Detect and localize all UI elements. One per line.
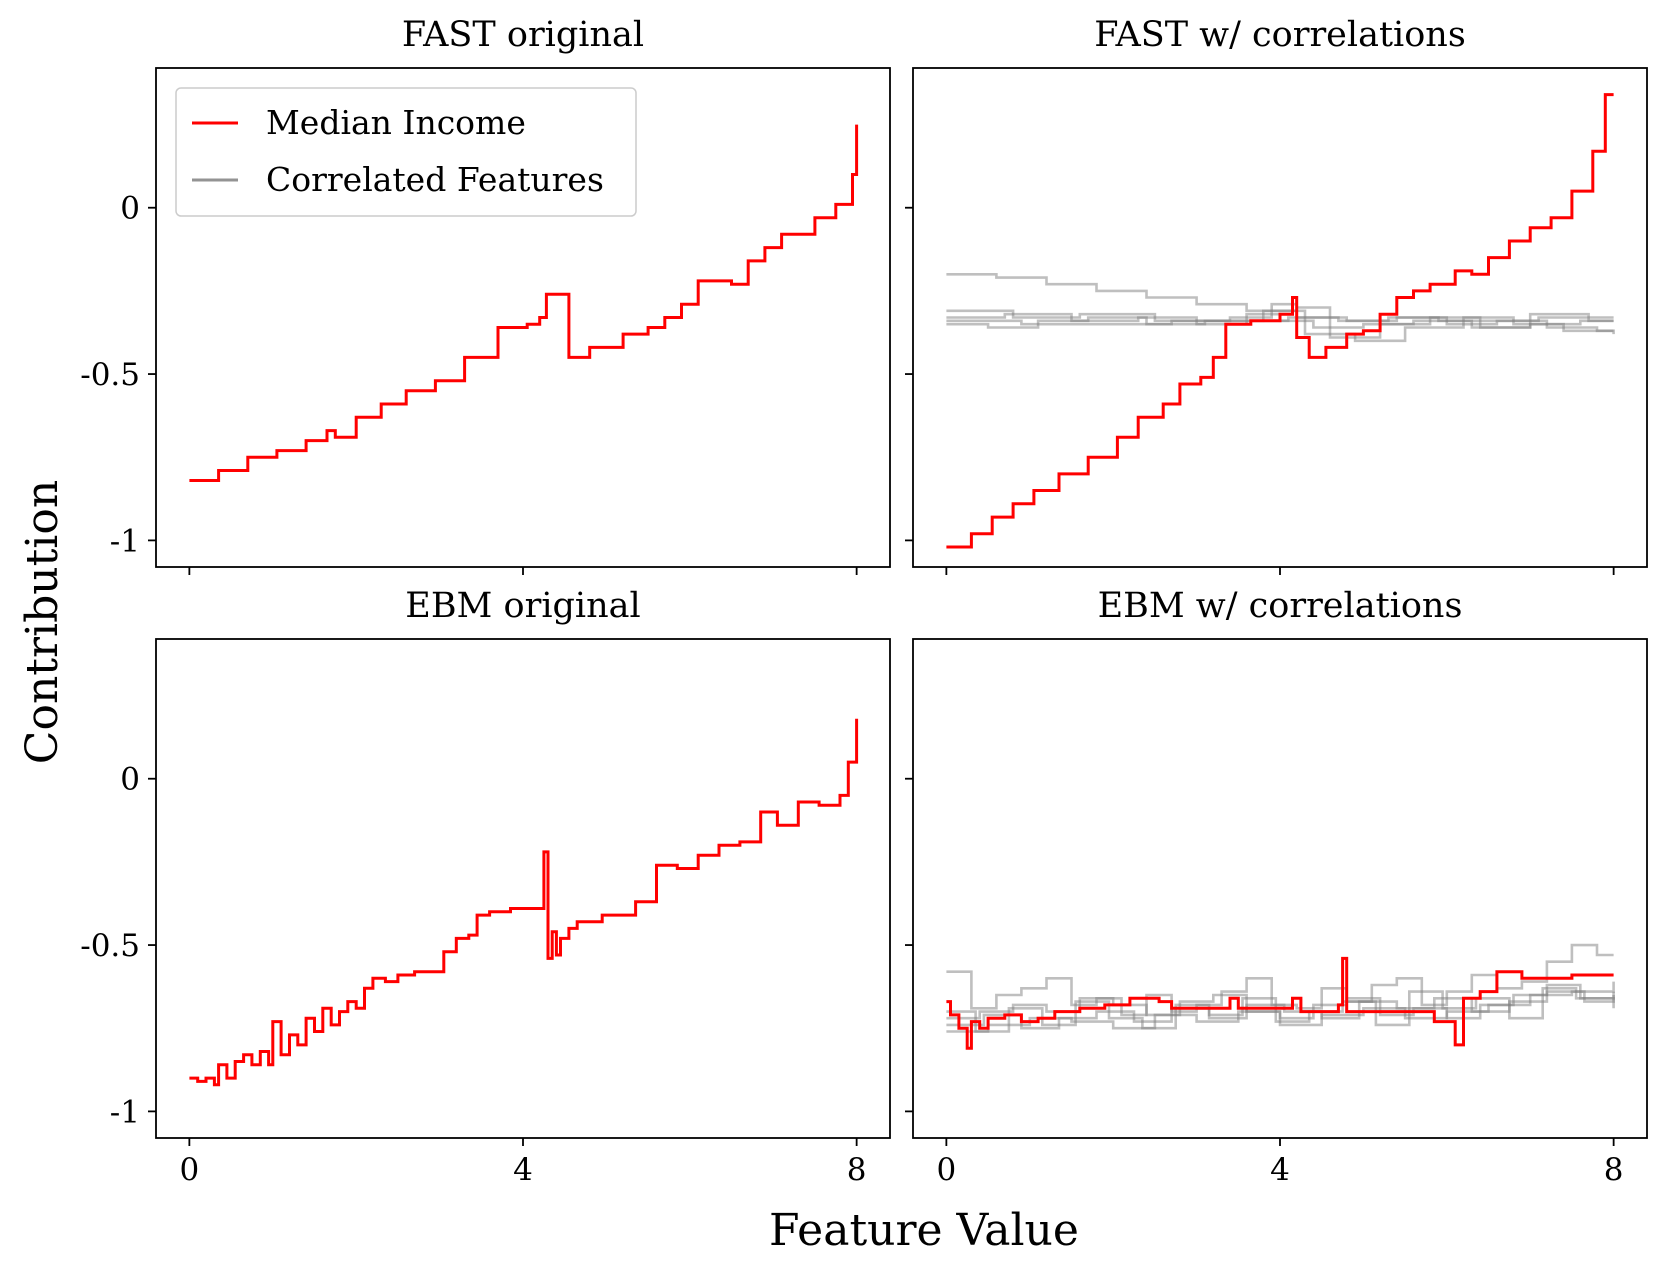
- series-group: [946, 943, 1615, 1050]
- legend: Median Income Correlated Features: [175, 87, 637, 217]
- x-tick-label: 8: [847, 1152, 867, 1188]
- y-tick-label: -1: [110, 523, 140, 559]
- subplot-1: FAST original 0 -0.5 -1: [80, 15, 891, 575]
- y-tick-label: -1: [110, 1094, 140, 1130]
- correlated-feature-line: [946, 316, 1614, 326]
- y-tick-label: 0: [120, 191, 140, 227]
- median-income-line: [189, 124, 859, 482]
- x-tick-label: 8: [1604, 1152, 1624, 1188]
- series-group: [189, 718, 859, 1087]
- x-tick-label: 4: [1270, 1152, 1290, 1188]
- median-income-line: [946, 93, 1614, 549]
- y-axis-label: Contribution: [17, 480, 68, 764]
- series-group: [946, 93, 1615, 549]
- plot-frame: [912, 638, 1648, 1139]
- legend-label: Correlated Features: [266, 160, 604, 199]
- correlated-feature-line: [946, 302, 1614, 339]
- subplot-title: EBM w/ correlations: [1098, 586, 1463, 626]
- subplot-4: EBM w/ correlations 0 4 8: [905, 586, 1648, 1188]
- subplot-title: FAST w/ correlations: [1094, 15, 1466, 55]
- subplot-title: EBM original: [405, 586, 640, 626]
- x-tick-label: 4: [513, 1152, 533, 1188]
- y-tick-label: -0.5: [80, 357, 140, 393]
- subplot-grid: FAST original 0 -0.5 -1 FAST w/ correlations…: [80, 15, 1648, 1188]
- legend-box: [175, 87, 637, 217]
- y-tick-label: 0: [120, 762, 140, 798]
- subplot-3: EBM original 0 4 8 0 -0.5 -1: [80, 586, 891, 1188]
- x-axis-label: Feature Value: [769, 1205, 1079, 1256]
- median-income-line: [189, 718, 859, 1087]
- series-group: [189, 124, 859, 482]
- plot-frame: [155, 638, 891, 1139]
- x-tick-label: 0: [936, 1152, 956, 1188]
- y-tick-label: -0.5: [80, 928, 140, 964]
- correlated-feature-line: [946, 990, 1615, 1030]
- median-income-line: [946, 956, 1614, 1050]
- subplot-2: FAST w/ correlations: [905, 15, 1648, 575]
- x-tick-label: 0: [179, 1152, 199, 1188]
- legend-label: Median Income: [266, 103, 526, 142]
- subplot-title: FAST original: [402, 15, 644, 55]
